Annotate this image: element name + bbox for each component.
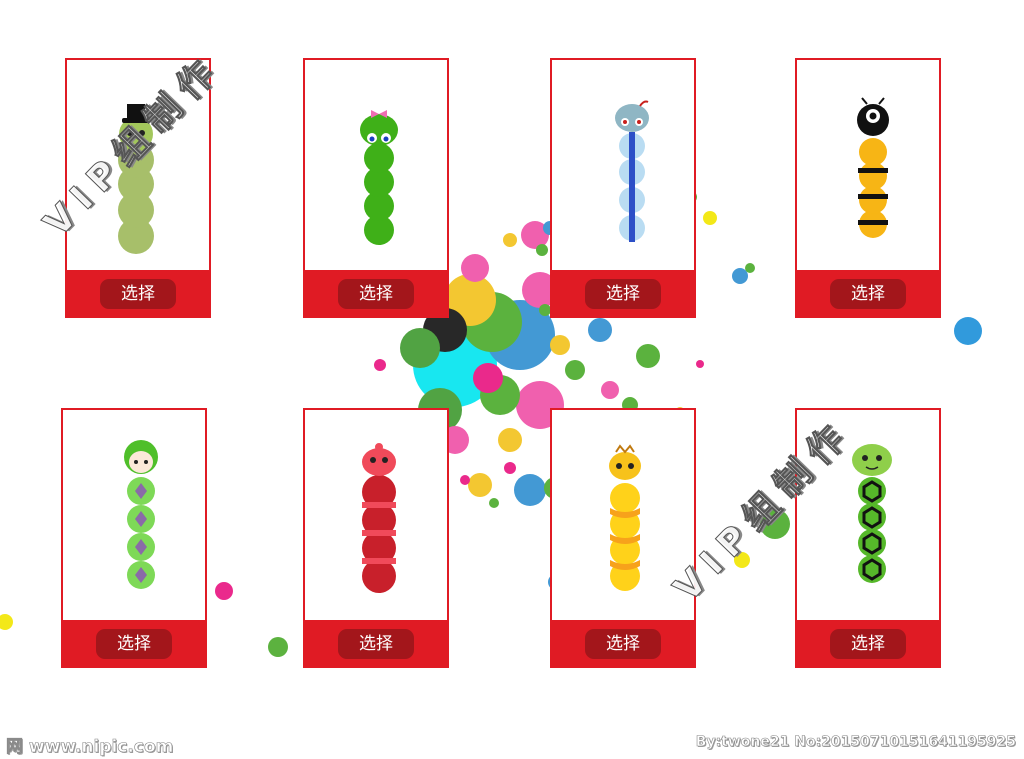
card-bee-snake[interactable]: 选择	[795, 58, 941, 318]
snake-green-bow-image	[360, 110, 398, 245]
card-yellow-snake[interactable]: 选择	[550, 408, 696, 668]
site-watermark: 网 www.nipic.com	[6, 737, 174, 758]
card-hexagon-snake[interactable]: 选择	[795, 408, 941, 668]
select-button[interactable]: 选择	[830, 279, 906, 309]
credit-watermark: By:twone21 No:20150710151641195925	[695, 734, 1016, 751]
snake-blue-stripe-image	[615, 100, 649, 242]
card-footer: 选择	[305, 620, 447, 666]
card-footer: 选择	[797, 270, 939, 316]
card-blue-stripe-snake[interactable]: 选择	[550, 58, 696, 318]
card-boy-snake[interactable]: 选择	[61, 408, 207, 668]
snake-bee-image	[857, 97, 889, 238]
snake-top-hat-image	[118, 104, 154, 254]
select-button[interactable]: 选择	[96, 629, 172, 659]
select-button[interactable]: 选择	[585, 629, 661, 659]
card-footer: 选择	[552, 270, 694, 316]
snake-boy-image	[124, 440, 158, 589]
card-footer: 选择	[67, 270, 209, 316]
card-footer: 选择	[552, 620, 694, 666]
card-red-snake[interactable]: 选择	[303, 408, 449, 668]
select-button[interactable]: 选择	[830, 629, 906, 659]
snake-hexagon-image	[852, 444, 892, 583]
select-button[interactable]: 选择	[338, 279, 414, 309]
snake-yellow-image	[609, 444, 641, 591]
card-footer: 选择	[797, 620, 939, 666]
card-top-hat-snake[interactable]: 选择	[65, 58, 211, 318]
card-green-bow-snake[interactable]: 选择	[303, 58, 449, 318]
card-footer: 选择	[305, 270, 447, 316]
select-button[interactable]: 选择	[585, 279, 661, 309]
select-button[interactable]: 选择	[338, 629, 414, 659]
select-button[interactable]: 选择	[100, 279, 176, 309]
snake-red-stripe-image	[362, 443, 396, 593]
card-footer: 选择	[63, 620, 205, 666]
